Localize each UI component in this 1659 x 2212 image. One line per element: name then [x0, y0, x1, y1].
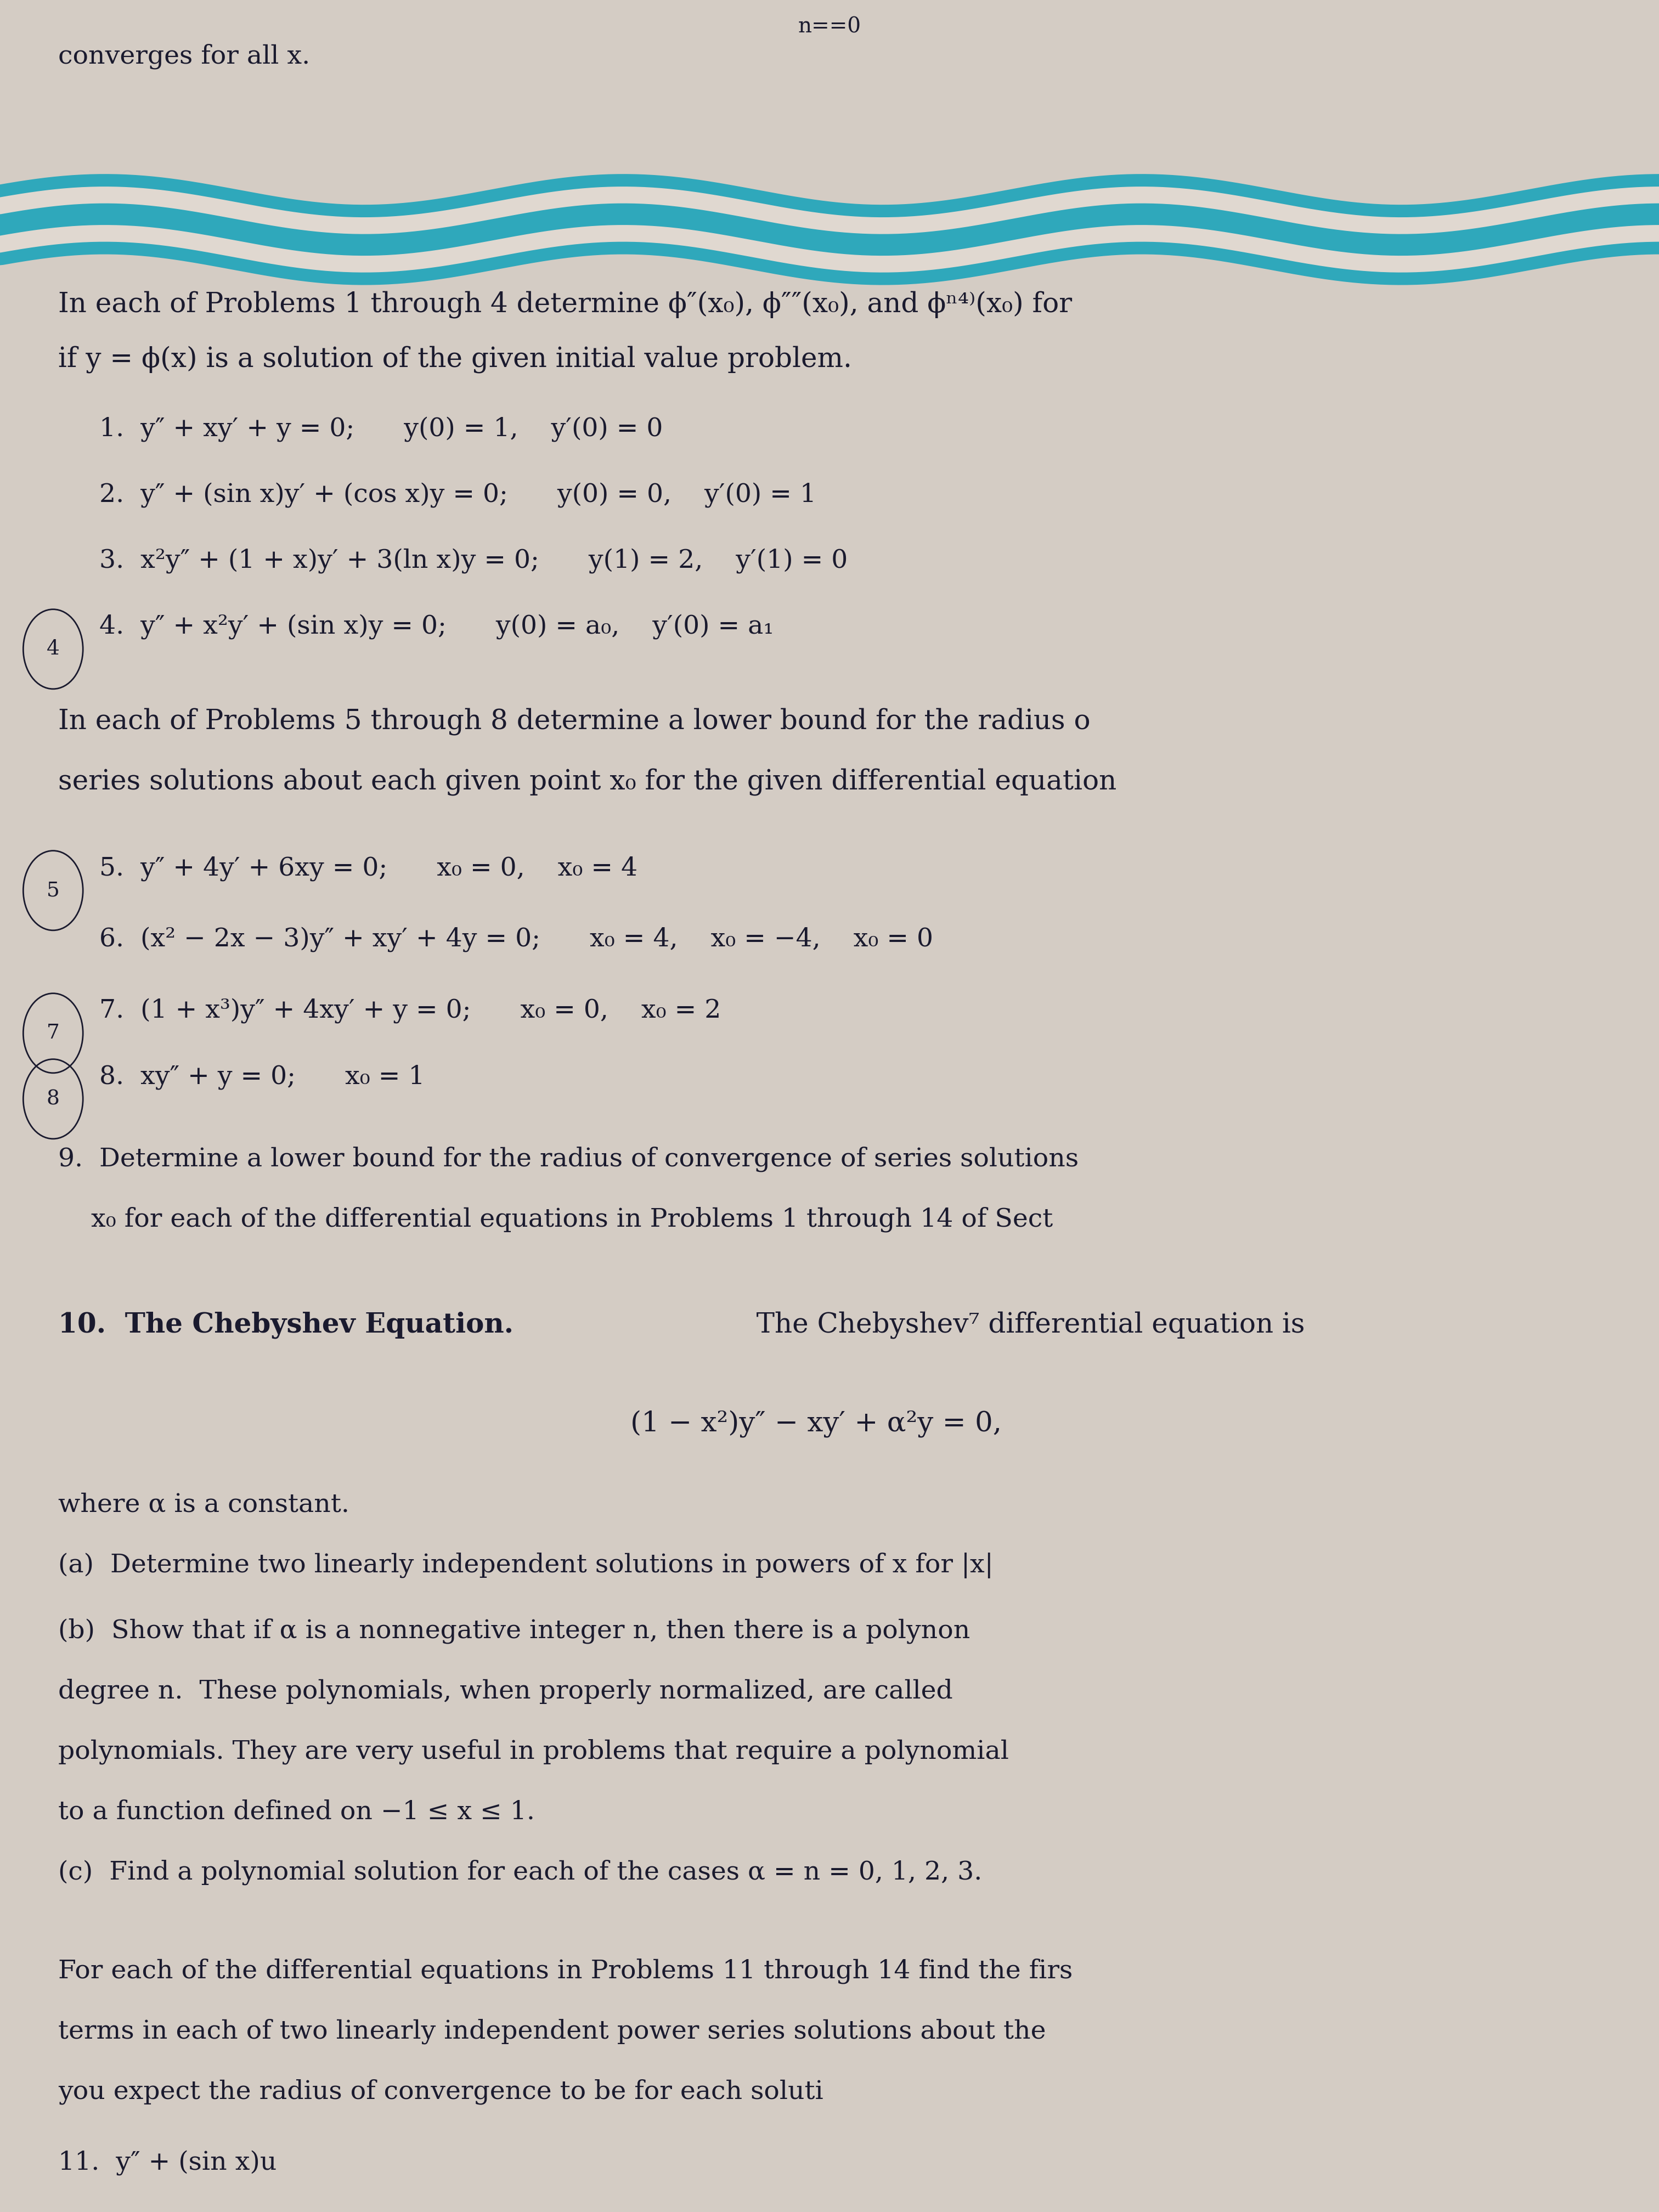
Text: you expect the radius of convergence to be for each soluti: you expect the radius of convergence to …: [58, 2079, 823, 2106]
Text: In each of Problems 1 through 4 determine ϕ″(x₀), ϕ″″(x₀), and ϕⁿ⁴⁾(x₀) for: In each of Problems 1 through 4 determin…: [58, 290, 1072, 319]
Text: (b)  Show that if α is a nonnegative integer n, then there is a polynon: (b) Show that if α is a nonnegative inte…: [58, 1619, 971, 1644]
Text: converges for all x.: converges for all x.: [58, 44, 310, 69]
Text: 4.  y″ + x²y′ + (sin x)y = 0;      y(0) = a₀,    y′(0) = a₁: 4. y″ + x²y′ + (sin x)y = 0; y(0) = a₀, …: [100, 615, 775, 639]
Text: In each of Problems 5 through 8 determine a lower bound for the radius o: In each of Problems 5 through 8 determin…: [58, 708, 1090, 734]
Text: to a function defined on −1 ≤ x ≤ 1.: to a function defined on −1 ≤ x ≤ 1.: [58, 1798, 534, 1825]
Text: 9.  Determine a lower bound for the radius of convergence of series solutions: 9. Determine a lower bound for the radiu…: [58, 1146, 1078, 1172]
Text: if y = ϕ(x) is a solution of the given initial value problem.: if y = ϕ(x) is a solution of the given i…: [58, 345, 853, 374]
Text: 3.  x²y″ + (1 + x)y′ + 3(ln x)y = 0;      y(1) = 2,    y′(1) = 0: 3. x²y″ + (1 + x)y′ + 3(ln x)y = 0; y(1)…: [100, 549, 848, 573]
Text: n==0: n==0: [798, 15, 861, 38]
Text: x₀ for each of the differential equations in Problems 1 through 14 of Sect: x₀ for each of the differential equation…: [58, 1208, 1053, 1232]
Text: degree n.  These polynomials, when properly normalized, are called: degree n. These polynomials, when proper…: [58, 1679, 952, 1703]
Text: series solutions about each given point x₀ for the given differential equation: series solutions about each given point …: [58, 768, 1117, 796]
Text: 6.  (x² − 2x − 3)y″ + xy′ + 4y = 0;      x₀ = 4,    x₀ = −4,    x₀ = 0: 6. (x² − 2x − 3)y″ + xy′ + 4y = 0; x₀ = …: [100, 927, 934, 953]
Text: terms in each of two linearly independent power series solutions about the: terms in each of two linearly independen…: [58, 2020, 1045, 2044]
Text: (a)  Determine two linearly independent solutions in powers of x for |x|: (a) Determine two linearly independent s…: [58, 1553, 994, 1579]
Text: polynomials. They are very useful in problems that require a polynomial: polynomials. They are very useful in pro…: [58, 1739, 1009, 1765]
Text: 10.  The Chebyshev Equation.: 10. The Chebyshev Equation.: [58, 1312, 513, 1338]
Text: 5: 5: [46, 880, 60, 900]
Text: 11.  y″ + (sin x)u: 11. y″ + (sin x)u: [58, 2150, 277, 2177]
Text: 5.  y″ + 4y′ + 6xy = 0;      x₀ = 0,    x₀ = 4: 5. y″ + 4y′ + 6xy = 0; x₀ = 0, x₀ = 4: [100, 856, 637, 880]
Text: 8: 8: [46, 1088, 60, 1108]
Text: 7.  (1 + x³)y″ + 4xy′ + y = 0;      x₀ = 0,    x₀ = 2: 7. (1 + x³)y″ + 4xy′ + y = 0; x₀ = 0, x₀…: [100, 998, 722, 1024]
Text: 4: 4: [46, 639, 60, 659]
Text: 7: 7: [46, 1024, 60, 1044]
Text: The Chebyshev⁷ differential equation is: The Chebyshev⁷ differential equation is: [730, 1312, 1304, 1338]
Text: where α is a constant.: where α is a constant.: [58, 1493, 350, 1517]
Text: 8.  xy″ + y = 0;      x₀ = 1: 8. xy″ + y = 0; x₀ = 1: [100, 1064, 425, 1088]
Text: (c)  Find a polynomial solution for each of the cases α = n = 0, 1, 2, 3.: (c) Find a polynomial solution for each …: [58, 1860, 982, 1885]
Text: (1 − x²)y″ − xy′ + α²y = 0,: (1 − x²)y″ − xy′ + α²y = 0,: [630, 1409, 1002, 1438]
Text: 2.  y″ + (sin x)y′ + (cos x)y = 0;      y(0) = 0,    y′(0) = 1: 2. y″ + (sin x)y′ + (cos x)y = 0; y(0) =…: [100, 482, 816, 509]
Text: 1.  y″ + xy′ + y = 0;      y(0) = 1,    y′(0) = 0: 1. y″ + xy′ + y = 0; y(0) = 1, y′(0) = 0: [100, 416, 664, 442]
Text: For each of the differential equations in Problems 11 through 14 find the firs: For each of the differential equations i…: [58, 1958, 1073, 1984]
